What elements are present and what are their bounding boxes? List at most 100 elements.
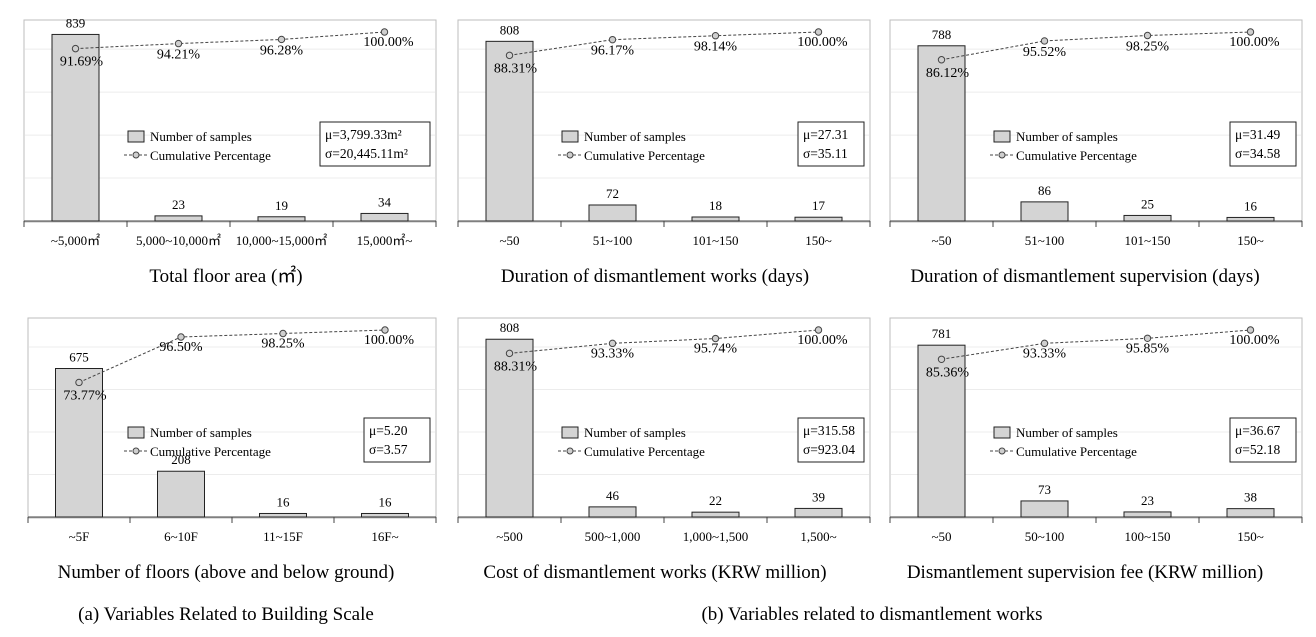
bar-value-label: 781 (932, 326, 952, 341)
chart-panel-5: 808 ~500 46 500~1,000 22 1,000~1,500 39 1,500~ 8… (457, 317, 871, 583)
bar-value-label: 46 (606, 488, 620, 503)
cumulative-label: 95.85% (1126, 341, 1170, 356)
cumulative-label: 96.50% (159, 340, 203, 355)
bar-value-label: 39 (812, 489, 825, 504)
cumulative-point (814, 28, 823, 36)
legend-line-label: Cumulative Percentage (1016, 444, 1137, 459)
bar (259, 512, 307, 518)
bar (917, 344, 966, 518)
cumulative-point (1143, 31, 1152, 40)
legend-line-marker (998, 151, 1006, 159)
stats-box (797, 417, 865, 463)
stat-std: σ=52.18 (1235, 442, 1281, 457)
chart-panels: 839 ~5,000㎡ 23 5,000~10,000㎡ 19 10,000~15,000… (23, 15, 1303, 583)
stat-mean: μ=27.31 (803, 127, 848, 142)
bar-value-label: 16 (379, 494, 393, 509)
caption-a: (a) Variables Related to Building Scale (78, 604, 374, 625)
cumulative-point (937, 56, 946, 64)
cumulative-label: 73.77% (63, 388, 107, 403)
cumulative-label: 100.00% (797, 35, 848, 50)
cumulative-point (608, 35, 617, 44)
bar-value-label: 23 (172, 197, 185, 212)
panel-title: Total floor area (㎡) (149, 264, 302, 287)
cumulative-label: 93.33% (591, 346, 635, 361)
caption-b: (b) Variables related to dismantlement w… (701, 604, 1042, 625)
bar-value-label: 788 (932, 27, 952, 42)
cumulative-point (1040, 339, 1049, 348)
cumulative-point (75, 378, 83, 387)
bar (691, 511, 740, 518)
cumulative-point (1246, 326, 1255, 334)
stat-std: σ=35.11 (803, 146, 848, 161)
cumulative-point (381, 326, 389, 334)
x-tick-label: ~500 (496, 529, 523, 544)
x-tick-label: 500~1,000 (585, 529, 641, 544)
cumulative-label: 98.25% (1126, 40, 1170, 55)
x-tick-label: 5,000~10,000㎡ (136, 233, 221, 248)
cumulative-label: 100.00% (797, 333, 848, 348)
bar (1020, 500, 1069, 518)
legend-line-label: Cumulative Percentage (584, 148, 705, 163)
panel-title: Cost of dismantlement works (KRW million… (483, 562, 826, 583)
cumulative-point (505, 51, 514, 60)
chart-panel-2: 808 ~50 72 51~100 18 101~150 17 150~ 88.31% 96.17… (457, 19, 871, 287)
x-tick-label: 10,000~15,000㎡ (236, 233, 328, 248)
bar (1226, 508, 1275, 518)
bar (485, 338, 534, 518)
bar (794, 507, 843, 518)
legend-bar-swatch (127, 426, 145, 439)
bar-value-label: 808 (500, 22, 520, 37)
panel-title: Duration of dismantlement works (days) (501, 266, 809, 287)
cumulative-line (509, 329, 819, 354)
stats-box (363, 417, 431, 463)
cumulative-label: 95.52% (1023, 45, 1067, 60)
cumulative-label: 96.28% (260, 43, 304, 58)
x-tick-label: ~5,000㎡ (51, 233, 100, 248)
chart-panel-6: 781 ~50 73 50~100 23 100~150 38 150~ 85.36% 93.33… (889, 317, 1303, 583)
x-tick-label: 51~100 (593, 233, 633, 248)
bar-value-label: 16 (1244, 198, 1258, 213)
bar-value-label: 34 (378, 194, 392, 209)
bar-value-label: 208 (171, 452, 191, 467)
x-tick-label: 50~100 (1025, 529, 1065, 544)
bar-value-label: 38 (1244, 490, 1257, 505)
bar-value-label: 25 (1141, 196, 1154, 211)
legend-line-marker (132, 447, 140, 455)
stat-std: σ=34.58 (1235, 146, 1281, 161)
cumulative-point (1246, 28, 1255, 36)
x-tick-label: 15,000㎡~ (357, 233, 413, 248)
cumulative-line (75, 31, 385, 50)
cumulative-label: 98.14% (694, 40, 738, 55)
bar-value-label: 808 (500, 320, 520, 335)
stats-box (797, 121, 865, 167)
legend-line-label: Cumulative Percentage (1016, 148, 1137, 163)
cumulative-point (608, 339, 617, 348)
bar-value-label: 86 (1038, 183, 1052, 198)
x-tick-label: 51~100 (1025, 233, 1065, 248)
cumulative-label: 86.12% (926, 66, 970, 81)
cumulative-point (814, 326, 823, 334)
cumulative-label: 88.31% (494, 359, 538, 374)
x-tick-label: 1,500~ (800, 529, 836, 544)
cumulative-label: 96.17% (591, 44, 635, 59)
cumulative-point (1143, 334, 1152, 342)
stat-std: σ=923.04 (803, 442, 855, 457)
x-tick-label: 150~ (1237, 529, 1264, 544)
stats-box (1229, 121, 1297, 167)
stat-std: σ=3.57 (369, 442, 408, 457)
x-tick-label: 150~ (805, 233, 832, 248)
cumulative-label: 100.00% (1229, 333, 1280, 348)
x-tick-label: ~50 (931, 529, 951, 544)
bar (51, 33, 100, 222)
cumulative-point (71, 44, 80, 53)
bar (55, 368, 103, 518)
legend-bar-label: Number of samples (1016, 425, 1118, 440)
cumulative-line (78, 329, 386, 383)
panel-title: Dismantlement supervision fee (KRW milli… (907, 562, 1263, 583)
legend-line-marker (998, 447, 1006, 455)
stat-std: σ=20,445.11m² (325, 146, 408, 161)
bar (794, 216, 843, 222)
bar-value-label: 73 (1038, 482, 1051, 497)
cumulative-point (937, 355, 946, 363)
legend-line-marker (566, 151, 574, 159)
